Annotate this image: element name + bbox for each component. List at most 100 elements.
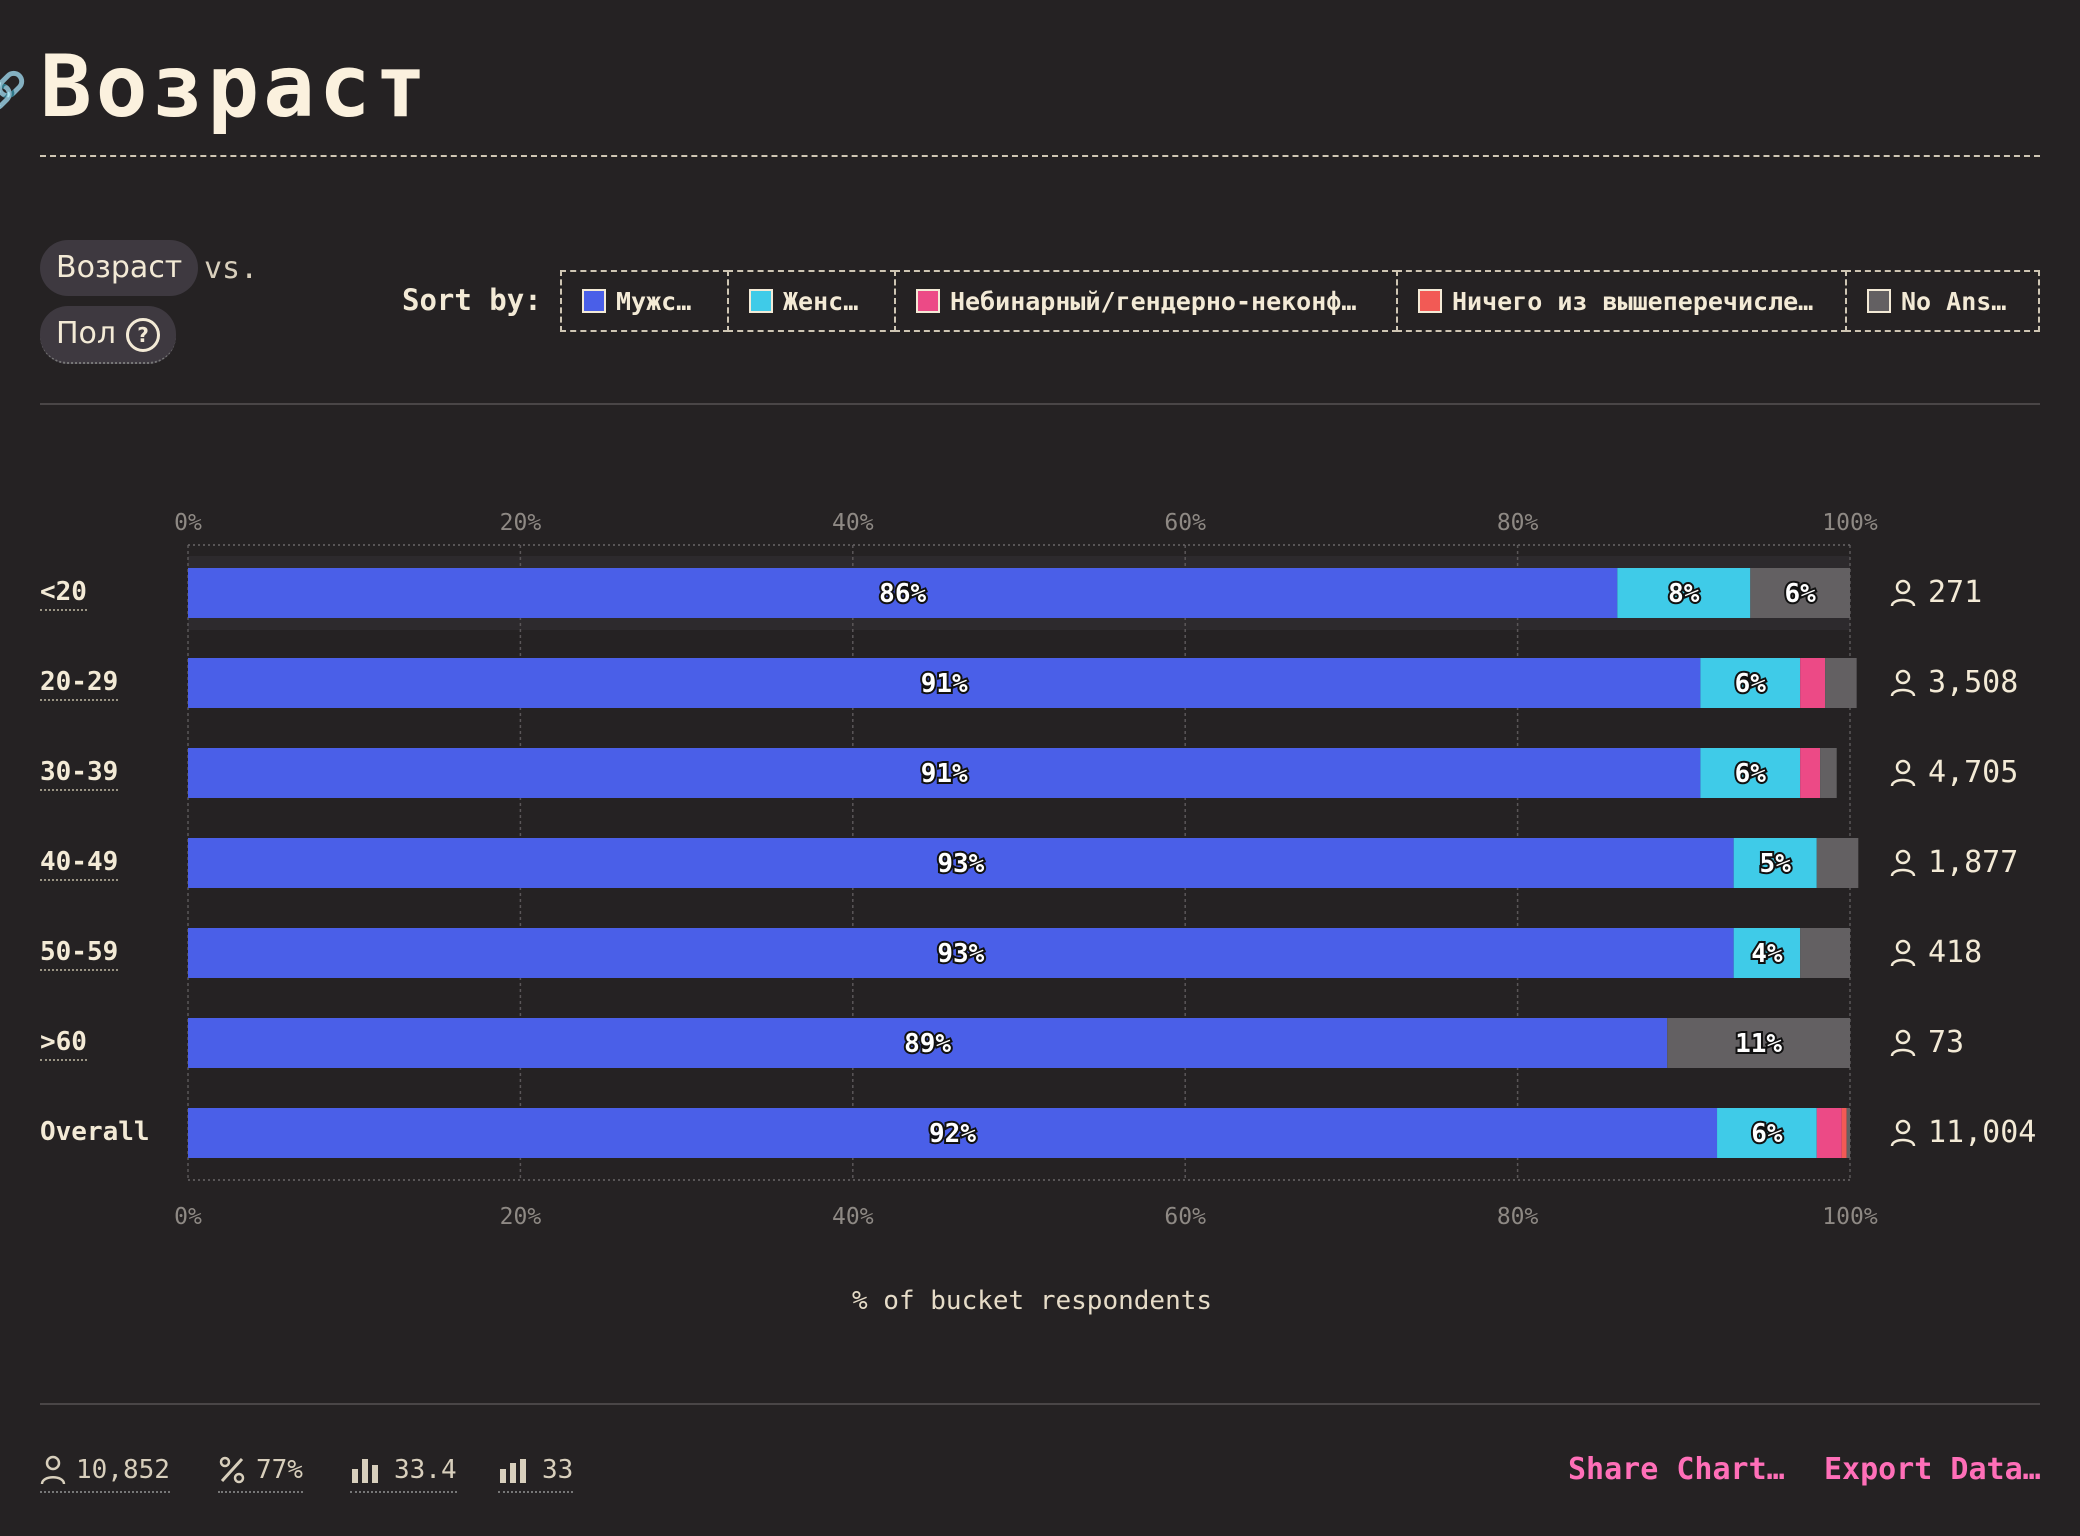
bar-segment xyxy=(1733,928,1801,978)
person-icon xyxy=(1890,1119,1916,1147)
bar-data-label: 6% xyxy=(1735,669,1767,699)
sort-legend-female[interactable]: Женс… xyxy=(727,270,896,332)
row-label-20-29[interactable]: 20-29 xyxy=(40,667,119,701)
header-divider xyxy=(40,403,2040,405)
bar-segment xyxy=(188,658,1701,708)
bar-data-label: 6% xyxy=(1784,579,1816,609)
bar-segment xyxy=(1733,838,1817,888)
bar-chart-icon xyxy=(352,1459,378,1483)
export-data-button[interactable]: Export Data… xyxy=(1824,1452,2041,1487)
bar-data-label: 91% xyxy=(921,759,968,789)
row-label-30-39[interactable]: 30-39 xyxy=(40,757,119,791)
person-icon xyxy=(1890,1029,1916,1057)
pill-secondary-variable[interactable]: Пол? xyxy=(40,306,177,364)
stat-percent[interactable]: 77% xyxy=(218,1455,303,1493)
row-count: 73 xyxy=(1890,1025,1964,1061)
x-tick-label-top: 60% xyxy=(1164,510,1206,536)
footer-divider xyxy=(40,1403,2040,1405)
stat-value: 10,852 xyxy=(76,1455,170,1485)
swatch-icon xyxy=(749,289,773,313)
bar-data-label: 11% xyxy=(1735,1029,1782,1059)
bar-segment xyxy=(188,1108,1718,1158)
legend-label: No Ans… xyxy=(1901,286,2007,316)
legend-label: Мужс… xyxy=(616,286,692,316)
bar-segment xyxy=(1667,1018,1850,1068)
bar-data-label: 6% xyxy=(1751,1119,1783,1149)
pill-primary-variable[interactable]: Возраст xyxy=(40,240,199,296)
bar-segment xyxy=(1700,748,1801,798)
pill-secondary-label: Пол xyxy=(56,316,117,351)
bar-segment xyxy=(1846,1108,1850,1158)
bar-segment xyxy=(1800,658,1826,708)
stat-value: 33 xyxy=(542,1455,574,1485)
stat-median[interactable]: 33 xyxy=(498,1455,574,1493)
bar-segment xyxy=(1816,838,1859,888)
row-count: 11,004 xyxy=(1890,1115,2036,1151)
row-count-value: 418 xyxy=(1928,935,1983,970)
x-tick-label-bottom: 0% xyxy=(174,1204,202,1230)
sort-legend-male[interactable]: Мужс… xyxy=(560,270,729,332)
row-count: 271 xyxy=(1890,575,1982,611)
link-icon[interactable]: 🔗 xyxy=(0,71,27,112)
bar-data-label: 8% xyxy=(1668,579,1700,609)
row-label-under-20[interactable]: <20 xyxy=(40,577,87,611)
row-label-40-49[interactable]: 40-49 xyxy=(40,847,119,881)
x-tick-label-bottom: 20% xyxy=(500,1204,542,1230)
bar-segment xyxy=(1617,568,1751,618)
row-label-50-59[interactable]: 50-59 xyxy=(40,937,119,971)
sort-legend-no-answer[interactable]: No Ans… xyxy=(1845,270,2040,332)
percent-icon xyxy=(219,1456,245,1484)
stat-value: 33.4 xyxy=(394,1455,457,1485)
help-icon[interactable]: ? xyxy=(126,317,161,352)
row-count-value: 3,508 xyxy=(1928,665,2019,700)
person-icon xyxy=(1890,579,1916,607)
x-tick-label-top: 40% xyxy=(832,510,874,536)
bar-data-label: 93% xyxy=(937,939,984,969)
bar-segment xyxy=(1820,748,1837,798)
bar-segment xyxy=(188,928,1734,978)
share-chart-button[interactable]: Share Chart… xyxy=(1568,1452,1785,1487)
x-axis-title: % of bucket respondents xyxy=(852,1286,1213,1316)
bar-data-label: 91% xyxy=(921,669,968,699)
bar-segment xyxy=(188,838,1734,888)
person-icon xyxy=(1890,669,1916,697)
row-count-value: 11,004 xyxy=(1928,1115,2037,1150)
vs-label: vs. xyxy=(204,251,259,286)
x-tick-label-bottom: 40% xyxy=(832,1204,874,1230)
bar-segment xyxy=(1750,568,1850,618)
bar-data-label: 5% xyxy=(1760,849,1792,879)
stat-mean[interactable]: 33.4 xyxy=(350,1455,457,1493)
row-label-over-60[interactable]: >60 xyxy=(40,1027,87,1061)
bar-segment xyxy=(188,748,1701,798)
person-icon xyxy=(1890,939,1916,967)
x-tick-label-bottom: 80% xyxy=(1497,1204,1539,1230)
row-count-value: 271 xyxy=(1928,575,1983,610)
swatch-icon xyxy=(1867,289,1891,313)
sort-legend-nonbinary[interactable]: Небинарный/гендерно-неконф… xyxy=(894,270,1398,332)
bar-data-label: 89% xyxy=(904,1029,951,1059)
row-count-value: 1,877 xyxy=(1928,845,2019,880)
bar-segment xyxy=(1825,658,1857,708)
bar-chart-alt-icon xyxy=(500,1459,526,1483)
row-count: 1,877 xyxy=(1890,845,2018,881)
sort-legend-none-above[interactable]: Ничего из вышеперечисле… xyxy=(1396,270,1847,332)
x-tick-label-top: 100% xyxy=(1822,510,1878,536)
person-icon xyxy=(40,1455,66,1485)
bar-data-label: 86% xyxy=(879,579,926,609)
page-title: Возраст xyxy=(40,37,431,137)
swatch-icon xyxy=(916,289,940,313)
row-count: 4,705 xyxy=(1890,755,2018,791)
legend-label: Небинарный/гендерно-неконф… xyxy=(950,286,1357,316)
title-divider xyxy=(40,155,2040,157)
bar-segment xyxy=(188,568,1618,618)
bar-segment xyxy=(1816,1108,1842,1158)
stat-value: 77% xyxy=(256,1455,303,1485)
legend-label: Женс… xyxy=(783,286,859,316)
person-icon xyxy=(1890,849,1916,877)
bar-segment xyxy=(188,1018,1668,1068)
x-tick-label-bottom: 100% xyxy=(1822,1204,1878,1230)
bar-segment xyxy=(1841,1108,1847,1158)
bar-data-label: 93% xyxy=(937,849,984,879)
stat-respondents[interactable]: 10,852 xyxy=(40,1455,170,1493)
